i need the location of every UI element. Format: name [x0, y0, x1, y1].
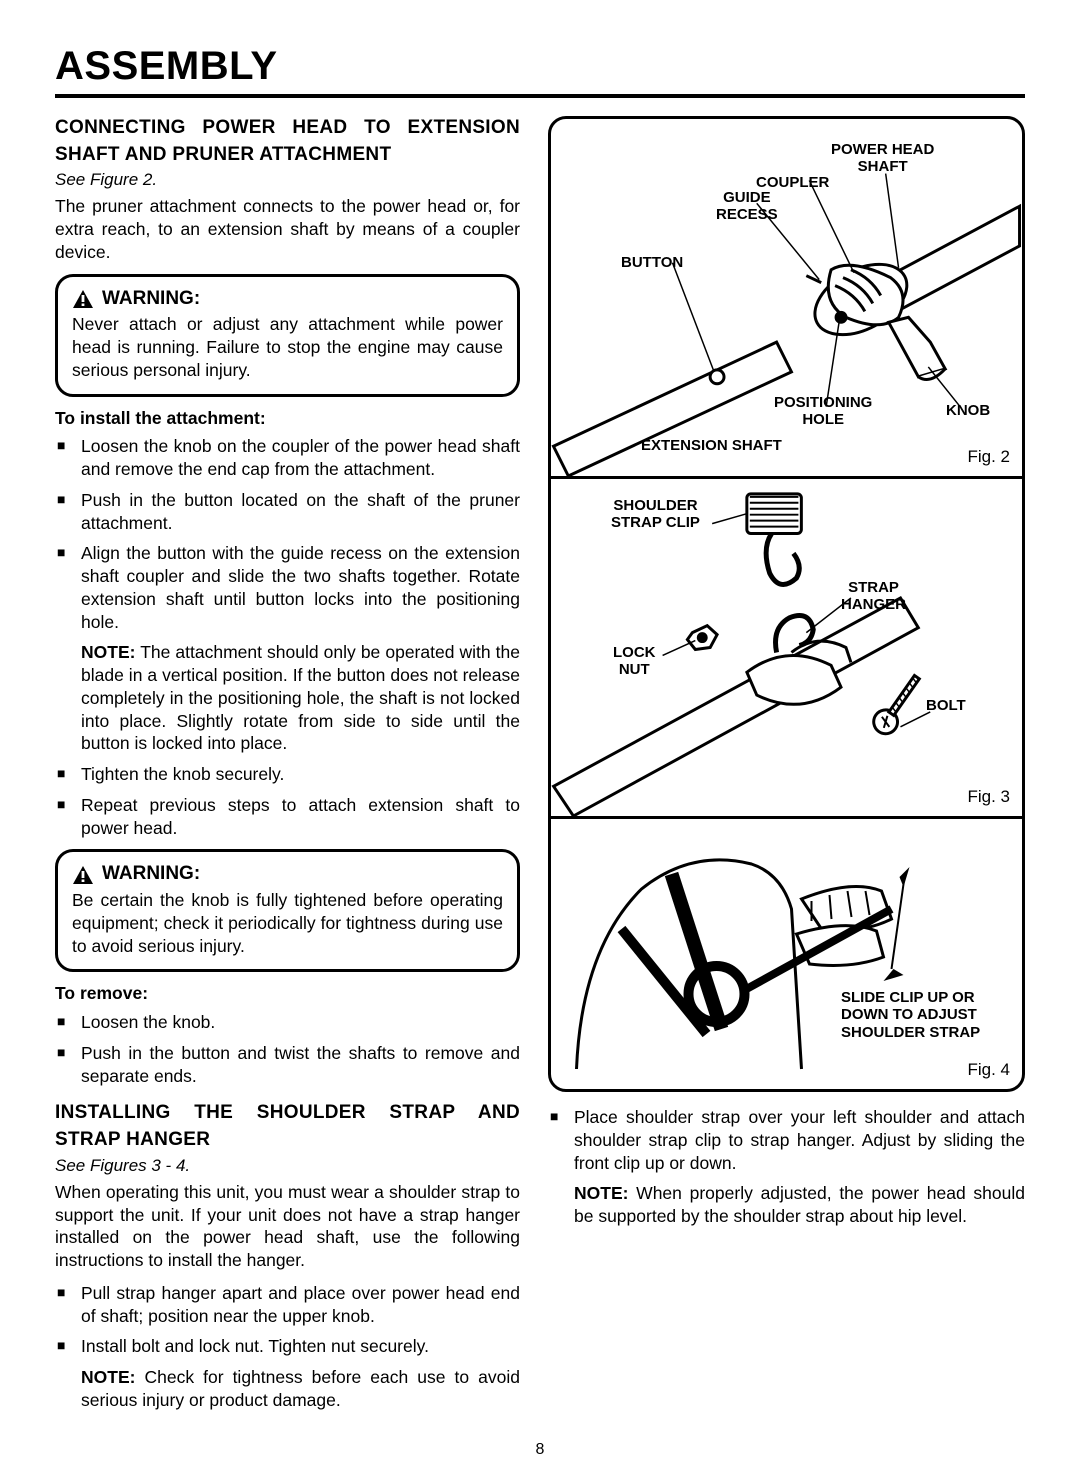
right-note-label: NOTE:: [574, 1183, 628, 1203]
right-column: POWER HEADSHAFT COUPLER GUIDERECESS BUTT…: [548, 116, 1025, 1420]
figure-4-panel: SLIDE CLIP UP ORDOWN TO ADJUSTSHOULDER S…: [551, 819, 1022, 1089]
install-note-text: The attachment should only be operated w…: [81, 642, 520, 753]
figure-2-panel: POWER HEADSHAFT COUPLER GUIDERECESS BUTT…: [551, 119, 1022, 479]
figure-4-illustration: [551, 819, 1022, 1089]
strap-note: NOTE: Check for tightness before each us…: [55, 1366, 520, 1412]
strap-note-text: Check for tightness before each use to a…: [81, 1367, 520, 1410]
install-note-label: NOTE:: [81, 642, 135, 662]
right-note-text: When properly adjusted, the power head s…: [574, 1183, 1025, 1226]
page-number: 8: [55, 1440, 1025, 1460]
label-bolt: BOLT: [926, 697, 966, 714]
label-button: BUTTON: [621, 254, 683, 271]
figure-frame: POWER HEADSHAFT COUPLER GUIDERECESS BUTT…: [548, 116, 1025, 1092]
remove-list: Loosen the knob. Push in the button and …: [55, 1011, 520, 1087]
fig-ref-34: See Figures 3 - 4.: [55, 1155, 520, 1177]
label-lock-nut: LOCKNUT: [613, 644, 656, 679]
warning-icon: [72, 289, 94, 309]
warning-header-2: WARNING:: [72, 862, 503, 887]
warning-box-2: WARNING: Be certain the knob is fully ti…: [55, 849, 520, 972]
fig4-caption: Fig. 4: [967, 1059, 1010, 1081]
label-extension-shaft: EXTENSION SHAFT: [641, 437, 782, 454]
warning-header-1: WARNING:: [72, 287, 503, 312]
right-b1: Place shoulder strap over your left shou…: [548, 1106, 1025, 1174]
strap-note-label: NOTE:: [81, 1367, 135, 1387]
install-list2: Tighten the knob securely. Repeat previo…: [55, 763, 520, 839]
label-slide-clip: SLIDE CLIP UP ORDOWN TO ADJUSTSHOULDER S…: [841, 989, 980, 1041]
strap-intro: When operating this unit, you must wear …: [55, 1181, 520, 1272]
connect-intro: The pruner attachment connects to the po…: [55, 195, 520, 263]
strap-list: Pull strap hanger apart and place over p…: [55, 1282, 520, 1358]
label-power-head-shaft: POWER HEADSHAFT: [831, 141, 934, 176]
warning-icon: [72, 865, 94, 885]
strap-b2: Install bolt and lock nut. Tighten nut s…: [55, 1335, 520, 1358]
fig2-caption: Fig. 2: [967, 446, 1010, 468]
install-b5: Repeat previous steps to attach extensio…: [55, 794, 520, 840]
remove-b1: Loosen the knob.: [55, 1011, 520, 1034]
install-heading: To install the attachment:: [55, 407, 520, 430]
label-shoulder-strap-clip: SHOULDERSTRAP CLIP: [611, 497, 700, 532]
label-guide-recess: GUIDERECESS: [716, 189, 778, 224]
warning-label-2: WARNING:: [102, 862, 200, 887]
section-heading-connect-l2: SHAFT AND PRUNER ATTACHMENT: [55, 143, 520, 168]
section-heading-connect-l1: CONNECTING POWER HEAD TO EXTENSION: [55, 116, 520, 141]
install-b3: Align the button with the guide recess o…: [55, 542, 520, 633]
warning-label-1: WARNING:: [102, 287, 200, 312]
section-heading-strap-l2: STRAP HANGER: [55, 1128, 520, 1153]
remove-heading: To remove:: [55, 982, 520, 1005]
warning-box-1: WARNING: Never attach or adjust any atta…: [55, 274, 520, 397]
figure-3-panel: SHOULDERSTRAP CLIP STRAPHANGER LOCKNUT B…: [551, 479, 1022, 819]
install-b2: Push in the button located on the shaft …: [55, 489, 520, 535]
page-title: ASSEMBLY: [55, 40, 1025, 98]
install-list: Loosen the knob on the coupler of the po…: [55, 435, 520, 633]
right-list: Place shoulder strap over your left shou…: [548, 1106, 1025, 1174]
right-note: NOTE: When properly adjusted, the power …: [548, 1182, 1025, 1228]
label-knob: KNOB: [946, 402, 990, 419]
label-positioning-hole: POSITIONINGHOLE: [774, 394, 872, 429]
content-columns: CONNECTING POWER HEAD TO EXTENSION SHAFT…: [55, 116, 1025, 1420]
fig-ref-2: See Figure 2.: [55, 169, 520, 191]
strap-b1: Pull strap hanger apart and place over p…: [55, 1282, 520, 1328]
install-note: NOTE: The attachment should only be oper…: [55, 641, 520, 755]
install-b4: Tighten the knob securely.: [55, 763, 520, 786]
fig3-caption: Fig. 3: [967, 786, 1010, 808]
warning-body-2: Be certain the knob is fully tightened b…: [72, 889, 503, 957]
left-column: CONNECTING POWER HEAD TO EXTENSION SHAFT…: [55, 116, 520, 1420]
remove-b2: Push in the button and twist the shafts …: [55, 1042, 520, 1088]
section-heading-strap-l1: INSTALLING THE SHOULDER STRAP AND: [55, 1101, 520, 1126]
install-b1: Loosen the knob on the coupler of the po…: [55, 435, 520, 481]
label-strap-hanger: STRAPHANGER: [841, 579, 906, 614]
warning-body-1: Never attach or adjust any attachment wh…: [72, 313, 503, 381]
